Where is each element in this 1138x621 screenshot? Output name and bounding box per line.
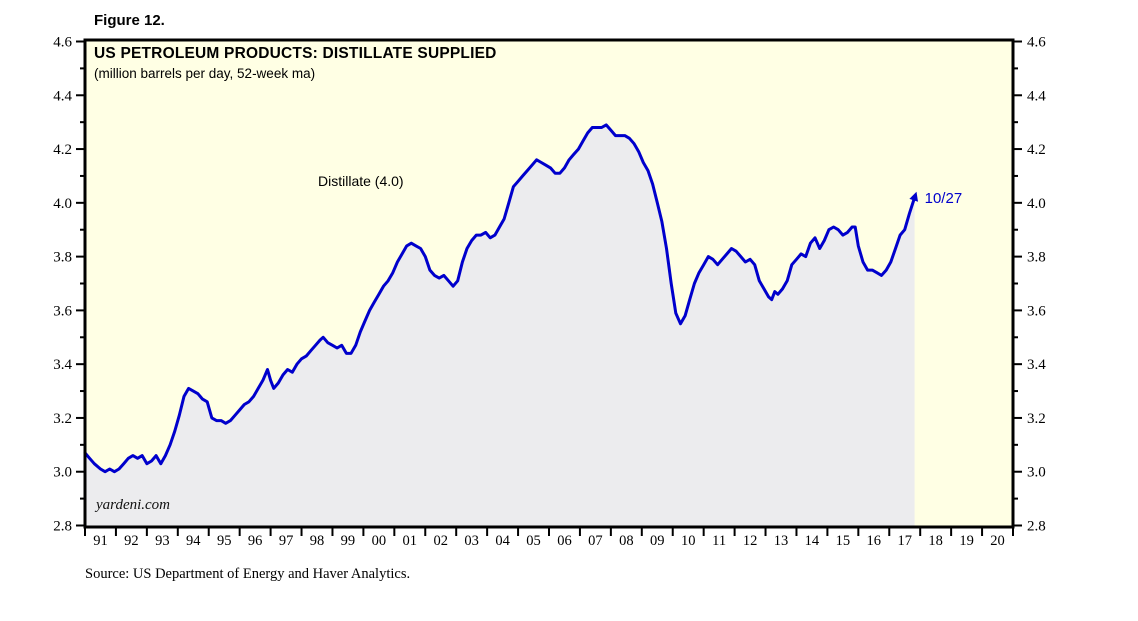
x-axis-tick-label: 03 (464, 533, 479, 549)
y-axis-tick-label-right: 2.8 (1027, 519, 1046, 535)
x-axis-tick-label: 13 (774, 533, 789, 549)
y-axis-tick-label-right: 3.0 (1027, 465, 1046, 481)
y-axis-tick-label-right: 3.4 (1027, 357, 1046, 373)
series-label: Distillate (4.0) (318, 173, 404, 189)
x-axis-tick-label: 94 (186, 533, 201, 549)
x-axis-tick-label: 19 (959, 533, 974, 549)
x-axis-tick-label: 04 (495, 533, 510, 549)
x-axis-tick-label: 17 (897, 533, 912, 549)
x-axis-tick-label: 11 (712, 533, 726, 549)
y-axis-tick-label-left: 2.8 (53, 519, 72, 535)
y-axis-tick-label-right: 4.0 (1027, 196, 1046, 212)
x-axis-tick-label: 99 (341, 533, 356, 549)
x-axis-tick-label: 91 (93, 533, 108, 549)
y-axis-tick-label-left: 4.2 (53, 142, 72, 158)
y-axis-tick-label-right: 3.6 (1027, 303, 1046, 319)
y-axis-tick-label-left: 3.6 (53, 303, 72, 319)
x-axis-tick-label: 06 (557, 533, 572, 549)
x-axis-tick-label: 09 (650, 533, 665, 549)
x-axis-tick-label: 10 (681, 533, 696, 549)
y-axis-tick-label-left: 3.8 (53, 250, 72, 266)
y-axis-tick-label-right: 4.4 (1027, 88, 1046, 104)
x-axis-tick-label: 05 (526, 533, 541, 549)
y-axis-tick-label-right: 3.8 (1027, 250, 1046, 266)
x-axis-tick-label: 92 (124, 533, 139, 549)
x-axis-tick-label: 93 (155, 533, 170, 549)
x-axis-tick-label: 01 (403, 533, 418, 549)
chart-subtitle: (million barrels per day, 52-week ma) (94, 66, 316, 81)
y-axis-tick-label-left: 3.4 (53, 357, 72, 373)
y-axis-tick-label-left: 4.6 (53, 35, 72, 51)
x-axis-tick-label: 95 (217, 533, 232, 549)
line-end-arrow (909, 191, 918, 202)
last-date-annotation: 10/27 (924, 190, 963, 208)
y-axis-tick-label-right: 4.6 (1027, 35, 1046, 51)
x-axis-tick-label: 14 (805, 533, 820, 549)
x-axis-tick-label: 15 (836, 533, 851, 549)
x-axis-tick-label: 96 (248, 533, 263, 549)
figure-label: Figure 12. (94, 12, 165, 29)
area-fill (85, 124, 915, 526)
x-axis-tick-label: 00 (372, 533, 387, 549)
plot-frame (83, 38, 1015, 529)
x-axis-tick-label: 16 (867, 533, 882, 549)
x-axis-tick-label: 98 (310, 533, 325, 549)
x-axis-tick-label: 12 (743, 533, 758, 549)
x-axis-tick-label: 07 (588, 533, 603, 549)
y-axis-tick-label-left: 3.0 (53, 465, 72, 481)
chart-title: US PETROLEUM PRODUCTS: DISTILLATE SUPPLI… (94, 45, 497, 62)
y-axis-tick-label-left: 4.0 (53, 196, 72, 212)
y-axis-tick-label-right: 3.2 (1027, 411, 1046, 427)
y-axis-tick-label-left: 3.2 (53, 411, 72, 427)
x-axis-tick-label: 20 (990, 533, 1005, 549)
source-note: Source: US Department of Energy and Have… (85, 566, 411, 582)
y-axis-tick-label-left: 4.4 (53, 88, 72, 104)
distillate-line (83, 123, 917, 474)
y-axis-tick-label-right: 4.2 (1027, 142, 1046, 158)
x-axis-tick-label: 08 (619, 533, 634, 549)
yardeni-watermark: yardeni.com (96, 497, 171, 513)
x-axis-tick-label: 18 (928, 533, 943, 549)
x-axis-tick-label: 02 (433, 533, 448, 549)
x-axis-tick-label: 97 (279, 533, 294, 549)
